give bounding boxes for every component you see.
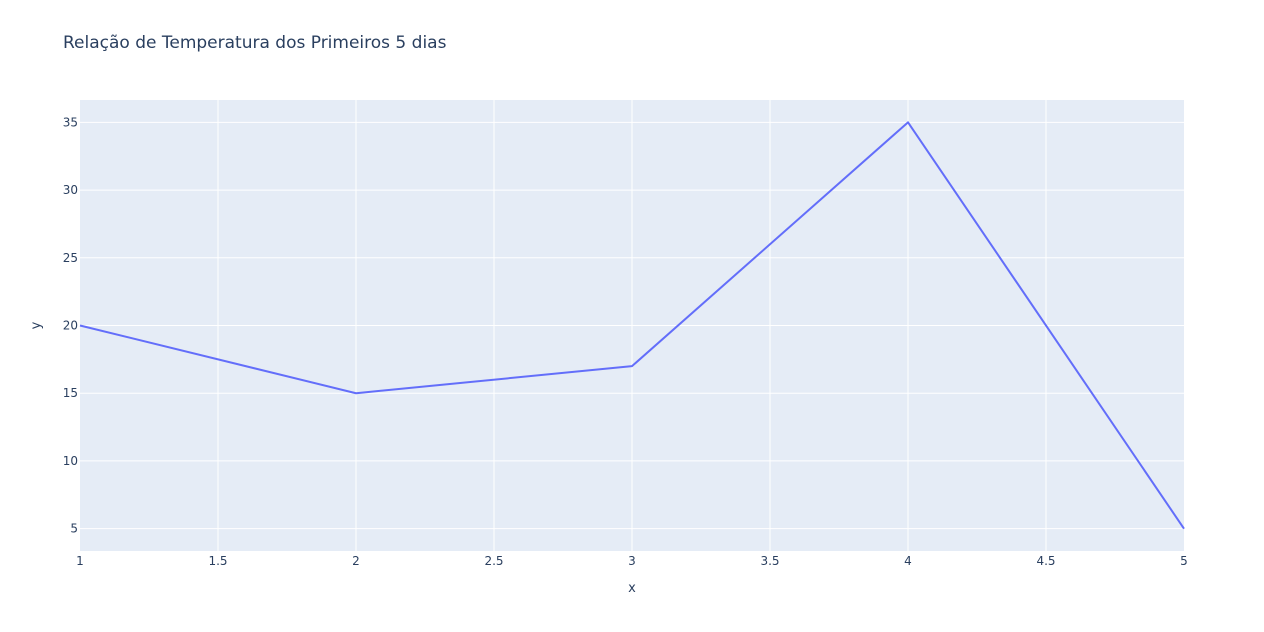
x-tick-label: 3.5 [760,554,779,568]
x-tick-label: 2 [352,554,360,568]
y-tick-labels: 5 10 15 20 25 30 35 [63,115,78,535]
x-tick-label: 3 [628,554,636,568]
series-line [79,121,1185,530]
x-tick-label: 1.5 [208,554,227,568]
x-axis-title: x [628,581,636,596]
y-tick-label: 30 [63,183,78,197]
y-tick-label: 10 [63,454,78,468]
y-tick-label: 20 [63,319,78,333]
x-tick-label: 4 [904,554,912,568]
x-tick-label: 4.5 [1036,554,1055,568]
series-layer [79,121,1185,530]
chart-title: Relação de Temperatura dos Primeiros 5 d… [63,33,447,53]
y-axis-title: y [29,321,44,329]
x-tick-labels: 1 1.5 2 2.5 3 3.5 4 4.5 5 [76,554,1188,568]
x-tick-label: 5 [1180,554,1188,568]
x-tick-label: 2.5 [484,554,503,568]
y-tick-label: 15 [63,386,78,400]
y-tick-label: 5 [70,522,78,536]
y-tick-label: 25 [63,251,78,265]
x-tick-label: 1 [76,554,84,568]
y-tick-label: 35 [63,115,78,129]
